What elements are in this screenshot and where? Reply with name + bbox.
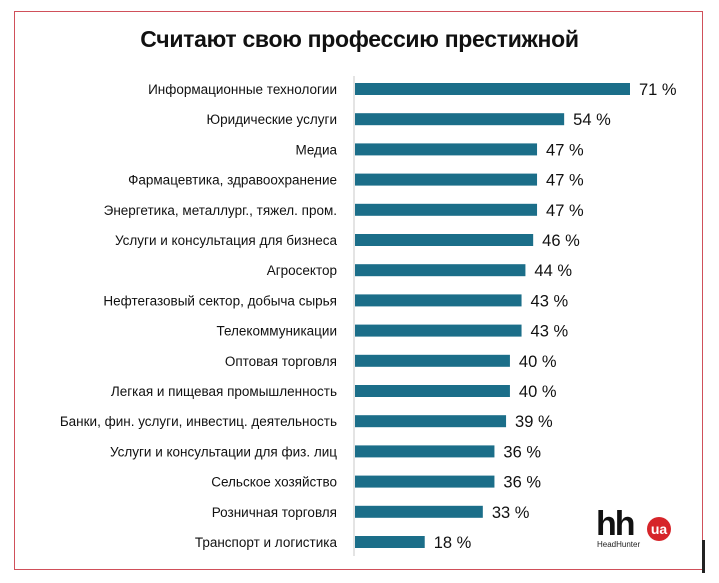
bar xyxy=(355,445,495,458)
data-label: 46 % xyxy=(542,232,580,250)
data-label: 36 % xyxy=(503,474,541,492)
category-label: Энергетика, металлург., тяжел. пром. xyxy=(104,203,337,218)
headhunter-logo: hh ua HeadHunter xyxy=(596,505,671,549)
category-label: Транспорт и логистика xyxy=(195,535,338,550)
logo-subtitle: HeadHunter xyxy=(597,540,640,549)
data-label: 33 % xyxy=(492,504,530,522)
bar xyxy=(355,415,507,428)
logo-hh-text: hh xyxy=(596,505,634,543)
bar xyxy=(355,264,526,277)
bar xyxy=(355,294,522,307)
bar xyxy=(355,143,538,156)
category-label: Оптовая торговля xyxy=(225,354,337,369)
category-label: Фармацевтика, здравоохранение xyxy=(128,173,337,188)
data-label: 36 % xyxy=(503,443,541,461)
bar xyxy=(355,354,510,367)
logo-badge-text: ua xyxy=(651,521,668,537)
data-label: 39 % xyxy=(515,413,553,431)
bar xyxy=(355,234,534,246)
category-label: Нефтегазовый сектор, добыча сырья xyxy=(103,293,337,308)
bar xyxy=(355,203,538,216)
category-label: Розничная торговля xyxy=(212,505,337,520)
category-label: Услуги и консультации для физ. лиц xyxy=(110,444,337,459)
logo-badge xyxy=(647,517,671,541)
data-label: 40 % xyxy=(519,383,557,401)
bar xyxy=(355,173,538,186)
bar xyxy=(355,324,522,337)
data-label: 18 % xyxy=(434,534,472,552)
frame-shadow xyxy=(702,540,705,573)
bar xyxy=(355,475,495,488)
category-label: Информационные технологии xyxy=(148,82,337,97)
category-label: Легкая и пищевая промышленность xyxy=(111,384,337,399)
data-label: 71 % xyxy=(639,81,677,99)
category-label: Банки, фин. услуги, инвестиц. деятельнос… xyxy=(60,414,337,429)
data-label: 44 % xyxy=(534,262,572,280)
category-label: Юридические услуги xyxy=(206,112,337,127)
chart-title: Считают свою профессию престижной xyxy=(140,26,579,52)
category-label: Услуги и консультация для бизнеса xyxy=(115,233,338,248)
category-label: Агросектор xyxy=(267,263,337,278)
data-label: 47 % xyxy=(546,202,584,220)
category-label: Телекоммуникации xyxy=(217,324,338,339)
data-label: 40 % xyxy=(519,353,557,371)
data-label: 43 % xyxy=(531,292,569,310)
bar xyxy=(355,83,630,95)
data-label: 47 % xyxy=(546,141,584,159)
category-label: Медиа xyxy=(295,142,337,157)
chart-frame xyxy=(14,11,703,570)
data-label: 43 % xyxy=(531,323,569,341)
bar xyxy=(355,113,565,126)
data-label: 47 % xyxy=(546,172,584,190)
bar xyxy=(355,505,483,518)
data-label: 54 % xyxy=(573,111,611,129)
bar xyxy=(355,385,510,397)
category-label: Сельское хозяйство xyxy=(211,475,337,490)
bar xyxy=(355,536,425,548)
